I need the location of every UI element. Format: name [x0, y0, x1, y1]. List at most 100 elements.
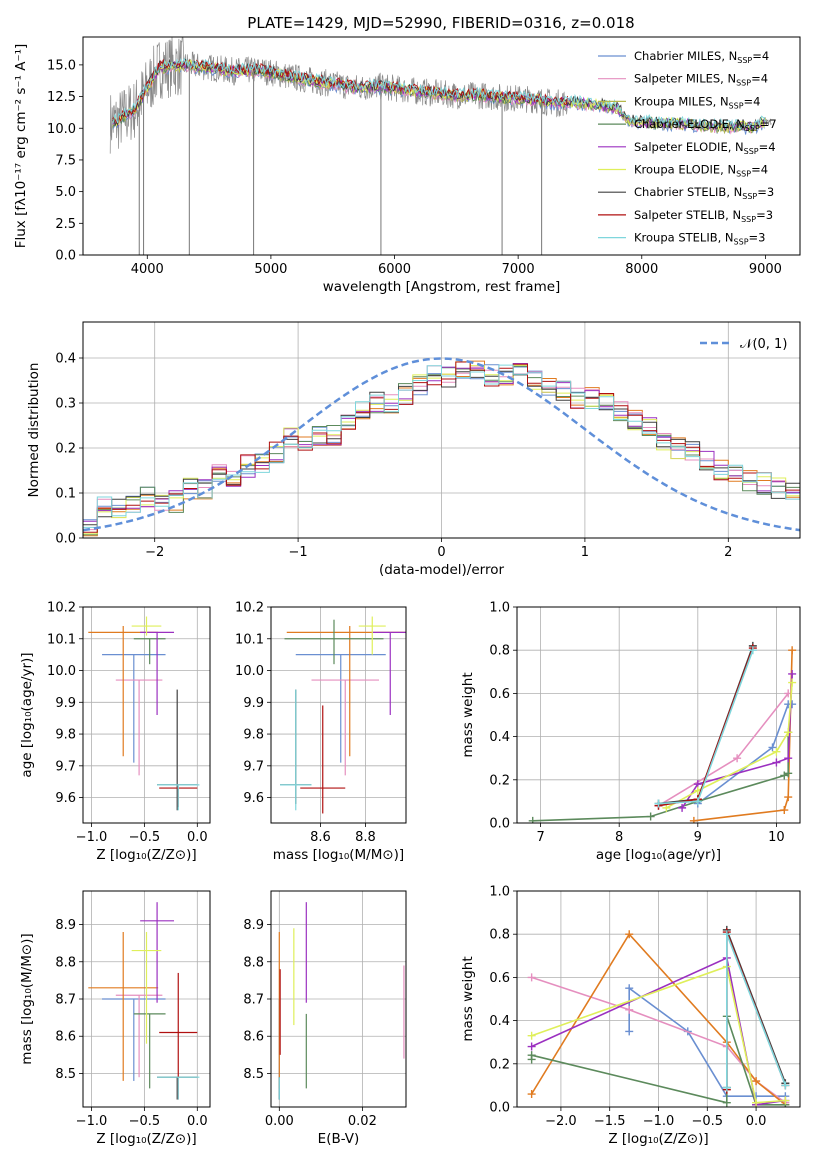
x-tick-label: 8.8: [355, 830, 376, 845]
x-tick-label: 6000: [378, 262, 411, 277]
x-tick-label: 9: [694, 830, 702, 845]
histogram-step: [83, 361, 800, 538]
legend-label: Kroupa MILES, NSSP=4: [634, 94, 760, 110]
x-tick-label: 5000: [254, 262, 287, 277]
histogram-step: [83, 361, 800, 538]
x-tick-label: −0.5: [129, 830, 161, 845]
errorbar-point: [300, 705, 346, 814]
plus-marker: [527, 973, 536, 982]
plus-marker: [784, 769, 793, 778]
legend-label: Salpeter MILES, NSSP=4: [634, 72, 768, 88]
x-axis-label: mass [log₁₀(M/M⊙)]: [273, 847, 404, 863]
legend-label: Kroupa STELIB, NSSP=3: [634, 231, 765, 247]
y-tick-label: 10.1: [47, 632, 76, 647]
y-tick-label: 10.0: [235, 664, 264, 679]
histogram-step: [83, 363, 800, 538]
y-tick-label: 8.9: [55, 918, 76, 933]
y-tick-label: 1.0: [489, 885, 510, 900]
errorbar-point: [157, 1076, 198, 1100]
y-tick-label: 0.6: [489, 971, 510, 986]
y-tick-label: 0.0: [489, 817, 510, 832]
y-tick-label: 5.0: [55, 185, 76, 200]
histogram-step: [83, 364, 800, 538]
y-tick-label: 10.1: [235, 632, 264, 647]
axes-age-vs-mass: 8.6 8.8 9.6 9.7 9.8 9.9 10.0 10.1 10.2 mass [log₁…: [235, 601, 407, 863]
y-tick-label: 1.0: [489, 601, 510, 616]
y-tick-label: 10.0: [47, 664, 76, 679]
x-tick-label: 1: [581, 545, 589, 560]
histogram-step: [83, 365, 800, 538]
y-axis-label: Flux [fλ10⁻¹⁷ erg cm⁻² s⁻¹ A⁻¹]: [13, 44, 29, 249]
plus-marker: [784, 754, 793, 763]
y-tick-label: 9.9: [55, 696, 76, 711]
axes-weight-vs-z: −2.0 −1.5 −1.0 −0.5 0.0 0.0 0.2 0.4 0.6 0.8 1.0 Z […: [460, 885, 801, 1147]
x-tick-label: −1: [289, 545, 308, 560]
plus-marker: [752, 1098, 761, 1107]
y-tick-label: 10.2: [47, 601, 76, 616]
y-tick-label: 0.0: [489, 1101, 510, 1116]
x-tick-label: 8: [615, 830, 623, 845]
y-tick-label: 9.7: [55, 759, 76, 774]
plus-marker: [527, 1042, 536, 1051]
plus-marker: [768, 743, 777, 752]
legend-label: Chabrier STELIB, NSSP=3: [634, 185, 774, 201]
histogram-step: [83, 365, 800, 538]
figure-title: PLATE=1429, MJD=52990, FIBERID=0316, z=0…: [247, 14, 634, 32]
errorbar-point: [131, 931, 162, 1044]
x-tick-label: 7000: [502, 262, 535, 277]
legend-label: 𝒩(0, 1): [740, 337, 787, 352]
x-tick-label: 8.6: [310, 830, 331, 845]
y-tick-label: 9.6: [55, 791, 76, 806]
axes-mass-vs-ebv: 0.00 0.02 8.5 8.6 8.7 8.8 8.9 E(B-V): [243, 890, 407, 1147]
y-tick-label: 8.6: [55, 1030, 76, 1045]
y-axis-label: mass weight: [460, 672, 476, 757]
plot-area: [278, 902, 405, 1100]
x-tick-label: −1.0: [643, 1114, 675, 1129]
plot-area: [83, 357, 800, 538]
plus-marker: [625, 1027, 634, 1036]
y-tick-label: 9.6: [243, 791, 264, 806]
plus-marker: [748, 646, 757, 655]
y-tick-label: 10.0: [47, 122, 76, 137]
x-axis-label: Z [log₁₀(Z/Z⊙)]: [96, 1131, 196, 1147]
legend: Chabrier MILES, NSSP=4 Salpeter MILES, NS…: [598, 49, 777, 247]
x-tick-label: −2: [145, 545, 164, 560]
axes-frame: [270, 606, 407, 824]
plus-marker: [752, 1077, 761, 1086]
plus-marker: [772, 758, 781, 767]
legend-label: Salpeter ELODIE, NSSP=4: [634, 140, 776, 156]
x-tick-label: 0: [437, 545, 445, 560]
x-axis-label: Z [log₁₀(Z/Z⊙)]: [96, 847, 196, 863]
x-tick-label: 9000: [749, 262, 782, 277]
x-tick-label: 0.0: [187, 830, 208, 845]
y-tick-label: 0.8: [489, 644, 510, 659]
y-tick-label: 9.7: [243, 759, 264, 774]
legend-label: Chabrier ELODIE, NSSP=7: [634, 117, 777, 133]
x-tick-label: 7: [536, 830, 544, 845]
y-tick-label: 0.3: [55, 397, 76, 412]
errorbar-point: [311, 679, 379, 776]
plus-marker: [788, 669, 797, 678]
errorbar-point: [157, 1076, 200, 1100]
x-tick-label: 0.0: [746, 1114, 767, 1129]
plus-marker: [788, 678, 797, 687]
y-tick-label: 9.8: [243, 728, 264, 743]
plus-marker: [781, 1081, 790, 1090]
plot-area: [528, 641, 797, 823]
y-tick-label: 15.0: [47, 58, 76, 73]
plus-marker: [625, 930, 634, 939]
y-tick-label: 8.5: [55, 1067, 76, 1082]
x-tick-label: 8000: [625, 262, 658, 277]
axes-frame: [516, 890, 801, 1108]
plus-marker: [784, 728, 793, 737]
y-tick-label: 12.5: [47, 90, 76, 105]
x-tick-label: 0.00: [265, 1114, 294, 1129]
errorbar-point: [131, 616, 162, 636]
axes-frame: [82, 890, 211, 1108]
plus-marker: [678, 803, 687, 812]
y-tick-label: 9.9: [243, 696, 264, 711]
errorbar-point: [372, 631, 406, 715]
y-tick-label: 0.2: [489, 773, 510, 788]
x-tick-label: −1.0: [76, 1114, 108, 1129]
